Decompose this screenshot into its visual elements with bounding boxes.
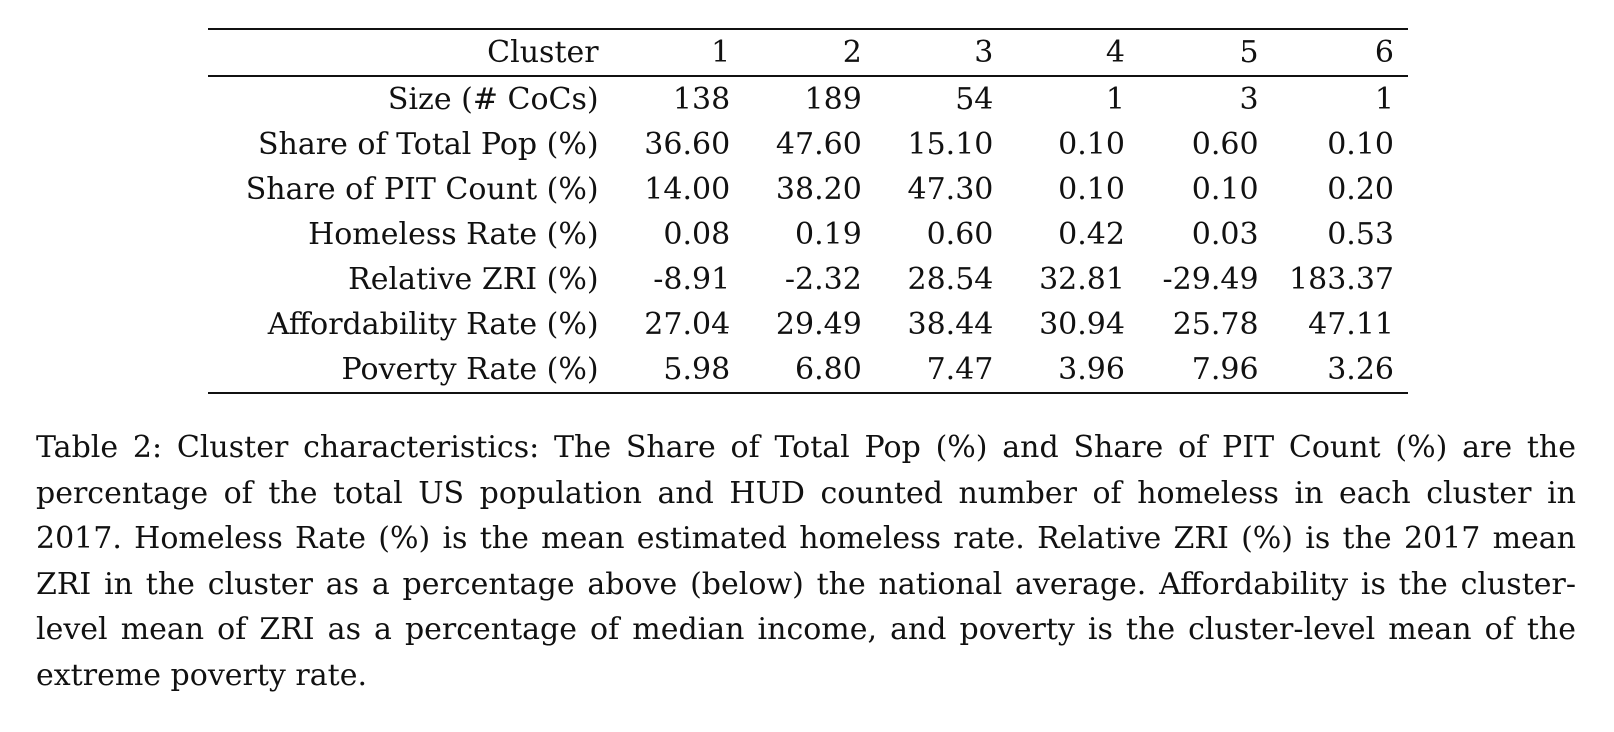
table-row: Size (# CoCs) 138 189 54 1 3 1 xyxy=(208,76,1408,122)
table-cell: 0.19 xyxy=(794,217,862,252)
table-cell: 189 xyxy=(804,82,862,117)
table-row: Relative ZRI (%) -8.91 -2.32 28.54 32.81… xyxy=(208,257,1408,302)
table-row: Share of Total Pop (%) 36.60 47.60 15.10… xyxy=(208,122,1408,167)
table-cell: 14.00 xyxy=(644,172,731,207)
table-cell: 3 xyxy=(1239,82,1259,117)
table-cell: 0.10 xyxy=(1058,172,1125,207)
table-cell: 47.30 xyxy=(907,172,994,207)
row-label: Homeless Rate (%) xyxy=(308,217,599,252)
table-caption: Table 2: Cluster characteristics: The Sh… xyxy=(36,430,1576,693)
table-cell: 54 xyxy=(955,82,994,117)
table-cell: 27.04 xyxy=(644,307,731,342)
table-body: Size (# CoCs) 138 189 54 1 3 1 Share of … xyxy=(208,76,1408,393)
table-cell: 6.80 xyxy=(794,352,862,387)
table-cell: -29.49 xyxy=(1162,262,1259,297)
table-cell: 7.96 xyxy=(1191,352,1259,387)
header-row: Cluster 1 2 3 4 5 6 xyxy=(208,29,1408,76)
table-cell: -8.91 xyxy=(653,262,731,297)
row-label: Share of Total Pop (%) xyxy=(258,127,599,162)
table-cell: 0.60 xyxy=(1191,127,1259,162)
row-label: Share of PIT Count (%) xyxy=(245,172,599,207)
header-cluster-label: Cluster xyxy=(487,35,599,70)
table-cell: 38.44 xyxy=(907,307,994,342)
table-cell: 138 xyxy=(672,82,731,117)
table-row: Homeless Rate (%) 0.08 0.19 0.60 0.42 0.… xyxy=(208,212,1408,257)
table-cell: 3.26 xyxy=(1327,352,1394,387)
table-row: Share of PIT Count (%) 14.00 38.20 47.30… xyxy=(208,167,1408,212)
table-cell: 0.42 xyxy=(1058,217,1125,252)
table-cell: 0.10 xyxy=(1191,172,1259,207)
table-cell: 3.96 xyxy=(1058,352,1125,387)
table-cell: 29.49 xyxy=(775,307,862,342)
table-cell: 47.11 xyxy=(1308,307,1394,342)
table-cell: 0.60 xyxy=(926,217,994,252)
table-header: Cluster 1 2 3 4 5 6 xyxy=(208,29,1408,76)
table-cell: 0.53 xyxy=(1327,217,1394,252)
table-cell: 0.20 xyxy=(1327,172,1394,207)
table-cell: 0.08 xyxy=(663,217,731,252)
table-cell: 0.03 xyxy=(1191,217,1259,252)
table-cell: 28.54 xyxy=(907,262,994,297)
header-col-5: 5 xyxy=(1239,35,1259,70)
header-col-1: 1 xyxy=(711,35,731,70)
header-col-4: 4 xyxy=(1105,35,1125,70)
table-row: Poverty Rate (%) 5.98 6.80 7.47 3.96 7.9… xyxy=(208,347,1408,393)
table-cell: 32.81 xyxy=(1039,262,1125,297)
table-cell: 7.47 xyxy=(926,352,994,387)
row-label: Relative ZRI (%) xyxy=(348,262,599,297)
table-cell: 1 xyxy=(1374,82,1394,117)
table-cell: 25.78 xyxy=(1172,307,1259,342)
cluster-characteristics-table-container: Cluster 1 2 3 4 5 6 Size (# CoCs) 138 18… xyxy=(208,28,1408,394)
table-cell: 1 xyxy=(1105,82,1125,117)
table-cell: 36.60 xyxy=(644,127,731,162)
table-cell: 38.20 xyxy=(775,172,862,207)
header-col-2: 2 xyxy=(842,35,862,70)
cluster-characteristics-table: Cluster 1 2 3 4 5 6 Size (# CoCs) 138 18… xyxy=(208,28,1408,394)
table-cell: 5.98 xyxy=(663,352,731,387)
row-label: Poverty Rate (%) xyxy=(341,352,599,387)
table-cell: 183.37 xyxy=(1289,262,1394,297)
table-cell: -2.32 xyxy=(784,262,862,297)
row-label: Affordability Rate (%) xyxy=(267,307,599,342)
table-cell: 15.10 xyxy=(907,127,994,162)
table-row: Affordability Rate (%) 27.04 29.49 38.44… xyxy=(208,302,1408,347)
header-col-6: 6 xyxy=(1374,35,1394,70)
row-label: Size (# CoCs) xyxy=(387,82,599,117)
header-col-3: 3 xyxy=(974,35,994,70)
table-cell: 47.60 xyxy=(775,127,862,162)
table-cell: 30.94 xyxy=(1039,307,1125,342)
table-cell: 0.10 xyxy=(1058,127,1125,162)
table-cell: 0.10 xyxy=(1327,127,1394,162)
